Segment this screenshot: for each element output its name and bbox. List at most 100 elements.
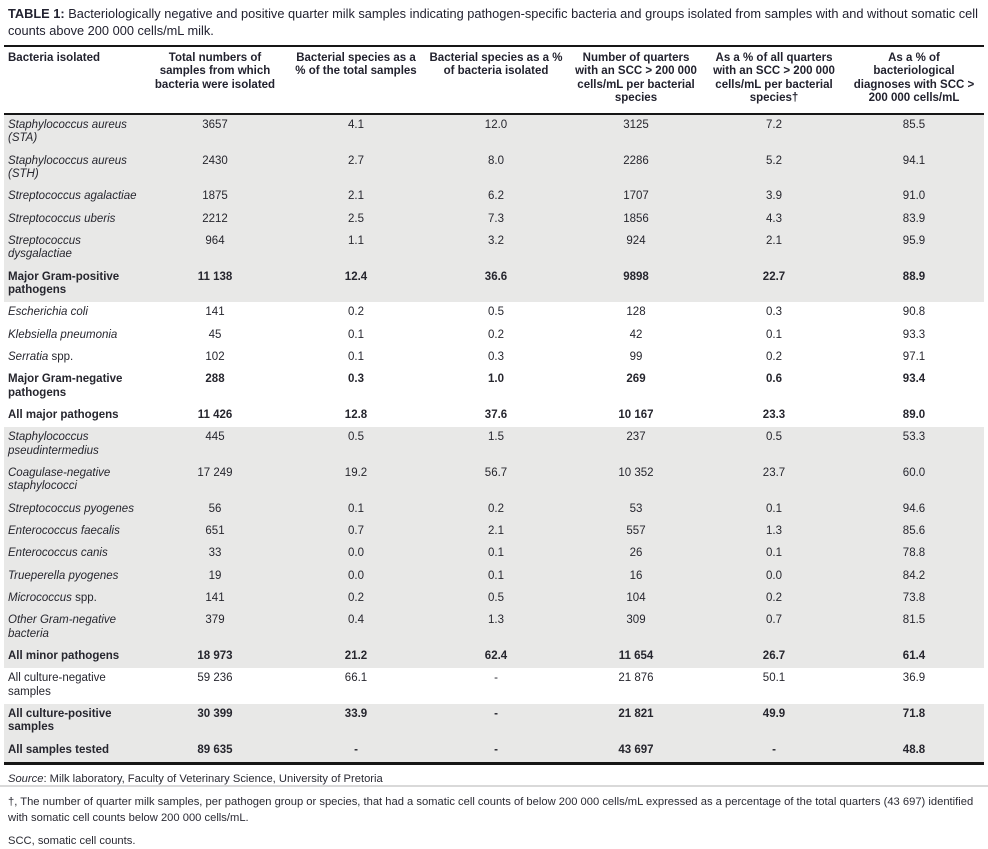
bacteria-name-italic: Enterococcus faecalis — [8, 524, 120, 537]
value-cell: 0.1 — [766, 328, 782, 341]
value-cell: 21 821 — [618, 707, 654, 720]
value-cell: 0.3 — [766, 306, 782, 319]
bacteria-name-cell: Staphylococcus pseudintermedius — [4, 427, 142, 463]
table-row: Staphylococcus aureus (STA) 3657 4.1 12.0 31… — [4, 114, 984, 151]
value-cell: 0.5 — [348, 431, 364, 444]
bacteria-name-cell: All minor pathogens — [4, 646, 142, 668]
value-cell: 22.7 — [762, 270, 786, 283]
bacteria-name-italic: Micrococcus — [8, 591, 72, 604]
value-cell: 17 249 — [197, 466, 233, 479]
value-cell: 61.4 — [902, 649, 926, 662]
col-header-bacteria-isolated: Bacteria isolated — [8, 51, 101, 64]
table-row: Serratia spp. 102 0.1 0.3 99 0.2 97.1 — [4, 347, 984, 369]
bacteria-name-cell: Streptococcus uberis — [4, 209, 142, 231]
value-cell: 1.1 — [348, 235, 364, 247]
value-cell: 10 352 — [618, 466, 654, 479]
table-row: Enterococcus canis 33 0.0 0.1 26 0.1 78.8 — [4, 543, 984, 566]
scc-note: SCC, somatic cell counts. — [8, 834, 136, 847]
bacteria-name-cell: Streptococcus pyogenes — [4, 499, 142, 521]
value-cell: 56 — [208, 502, 222, 515]
value-cell: 0.7 — [348, 524, 364, 537]
bacteria-name-italic: Streptococcus pyogenes — [8, 502, 134, 515]
col-header-pct-all-quarters-scc: As a % of all quarters with an SCC > 200… — [713, 51, 835, 105]
bacteria-name-cell: All major pathogens — [4, 405, 142, 427]
value-cell: 269 — [626, 373, 646, 386]
bacteria-name-cell: Trueperella pyogenes — [4, 566, 142, 588]
bacteria-name-plain: Major Gram-positive pathogens — [8, 270, 120, 296]
value-cell: 97.1 — [902, 350, 926, 363]
value-cell: 0.0 — [348, 569, 364, 582]
value-cell: 0.3 — [348, 373, 364, 386]
value-cell: 85.5 — [902, 119, 926, 132]
col-header-total-numbers: Total numbers of samples from which bact… — [154, 51, 276, 91]
bacteria-name-plain: Major Gram-negative pathogens — [8, 373, 123, 399]
col-header-pct-total-samples: Bacterial species as a % of the total sa… — [295, 51, 417, 78]
value-cell: 21 876 — [618, 672, 654, 685]
bacteria-name-italic: Staphylococcus pseudintermedius — [8, 431, 99, 457]
value-cell: 11 654 — [618, 649, 654, 662]
value-cell: 0.4 — [348, 614, 364, 627]
bacteria-name-plain: All samples tested — [8, 743, 109, 756]
value-cell: 26.7 — [762, 649, 786, 662]
value-cell: - — [494, 743, 498, 756]
value-cell: 0.1 — [348, 350, 364, 363]
value-cell: 0.0 — [766, 569, 782, 582]
bacteria-name-italic: Enterococcus canis — [8, 547, 108, 560]
value-cell: 93.4 — [902, 373, 926, 386]
value-cell: 557 — [626, 524, 646, 537]
value-cell: 93.3 — [902, 328, 926, 341]
value-cell: 1875 — [202, 190, 228, 203]
value-cell: 60.0 — [902, 466, 926, 479]
value-cell: 91.0 — [902, 190, 926, 203]
value-cell: 0.2 — [488, 502, 504, 515]
bacteria-name-cell: All culture-negative samples — [4, 668, 142, 704]
bacteria-name-cell: Other Gram-negative bacteria — [4, 610, 142, 646]
table-row: All minor pathogens 18 973 21.2 62.4 11 654 2… — [4, 645, 984, 669]
value-cell: - — [772, 743, 776, 756]
bacteria-name-cell: Staphylococcus aureus (STA) — [4, 114, 142, 151]
bacteria-name-italic: Serratia — [8, 350, 49, 363]
bacteria-name-cell: All samples tested — [4, 740, 142, 764]
bacteria-name-italic: Staphylococcus aureus (STA) — [8, 119, 127, 145]
value-cell: 2.1 — [348, 190, 364, 203]
bacteria-name-cell: Enterococcus canis — [4, 543, 142, 565]
value-cell: 12.8 — [344, 408, 368, 421]
table-row: All culture-negative samples 59 236 66.1 - 2… — [4, 668, 984, 704]
value-cell: 89.0 — [902, 408, 926, 421]
value-cell: 0.3 — [488, 350, 504, 363]
value-cell: 84.2 — [902, 569, 926, 582]
bacteria-name-italic: Trueperella pyogenes — [8, 569, 119, 582]
value-cell: 2.1 — [488, 524, 504, 537]
table-row: Trueperella pyogenes 19 0.0 0.1 16 0.0 84.2 — [4, 565, 984, 588]
value-cell: 1.5 — [488, 431, 504, 444]
value-cell: 45 — [208, 328, 222, 341]
value-cell: 4.1 — [348, 119, 364, 132]
value-cell: 0.6 — [766, 373, 782, 386]
value-cell: 71.8 — [902, 707, 926, 720]
value-cell: 6.2 — [488, 190, 504, 203]
value-cell: 19 — [208, 569, 222, 582]
table-row: Major Gram-positive pathogens 11 138 12.4 3… — [4, 266, 984, 303]
value-cell: 379 — [205, 614, 225, 627]
table-row: Staphylococcus aureus (STH) 2430 2.7 8.0 228… — [4, 150, 984, 187]
table-row: All samples tested 89 635 - - 43 697 - 48.8 — [4, 739, 984, 764]
bacteria-name-cell: Major Gram-positive pathogens — [4, 267, 142, 303]
value-cell: 94.1 — [902, 154, 926, 167]
col-header-pct-bact-diagnoses-scc: As a % of bacteriological diagnoses with… — [853, 51, 975, 105]
table-row: Other Gram-negative bacteria 379 0.4 1.3 309… — [4, 610, 984, 646]
value-cell: 4.3 — [766, 212, 782, 225]
value-cell: 42 — [629, 328, 643, 341]
value-cell: 26 — [629, 547, 643, 560]
bacteria-name-cell: Serratia spp. — [4, 347, 142, 369]
value-cell: 0.2 — [348, 306, 364, 319]
value-cell: 0.5 — [766, 431, 782, 444]
bacteria-name-plain: All minor pathogens — [8, 649, 120, 662]
value-cell: 12.0 — [484, 119, 508, 132]
col-header-pct-bacteria-isolated: Bacterial species as a % of bacteria iso… — [429, 51, 563, 78]
value-cell: 11 426 — [197, 408, 233, 421]
value-cell: 21.2 — [344, 649, 368, 662]
value-cell: 48.8 — [902, 743, 926, 756]
bacteria-name-plain: All major pathogens — [8, 408, 119, 421]
value-cell: 237 — [626, 431, 646, 444]
value-cell: 0.1 — [766, 502, 782, 515]
